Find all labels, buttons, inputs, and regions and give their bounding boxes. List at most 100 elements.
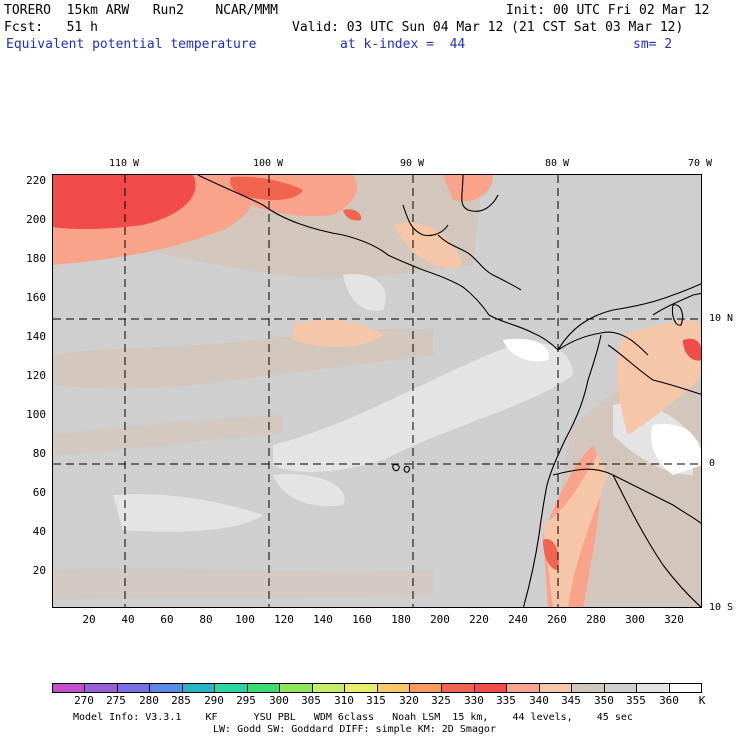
colorbar-segment — [53, 684, 86, 692]
y-tick-100: 100 — [26, 408, 46, 421]
field-355-band-sw — [113, 494, 263, 532]
cb-label-275: 275 — [106, 694, 126, 707]
colorbar-segment — [377, 684, 410, 692]
x-tick-80: 80 — [199, 613, 213, 626]
colorbar-segment — [280, 684, 313, 692]
lat-label-10s: 10 S — [709, 602, 734, 613]
cb-label-335: 335 — [496, 694, 516, 707]
x-tick-120: 120 — [274, 613, 294, 626]
colorbar-segment — [215, 684, 248, 692]
x-tick-20: 20 — [82, 613, 96, 626]
colorbar-segment — [442, 684, 475, 692]
theta-e-field-map — [53, 175, 701, 607]
lon-label-80w: 80 W — [544, 158, 570, 169]
field-level: at k-index = 44 — [340, 37, 466, 52]
x-tick-220: 220 — [469, 613, 489, 626]
x-tick-160: 160 — [352, 613, 372, 626]
border-venezuela — [652, 292, 701, 316]
field-340-region-colombia — [617, 320, 701, 435]
border-ecuador-peru — [552, 468, 701, 524]
field-330-core-mexico — [230, 176, 303, 201]
colorbar-segment — [572, 684, 605, 692]
cb-label-305: 305 — [301, 694, 321, 707]
y-tick-160: 160 — [26, 291, 46, 304]
cb-label-285: 285 — [171, 694, 191, 707]
border-mexico-guatemala — [402, 204, 449, 237]
lat-label-10n: 10 N — [709, 313, 734, 324]
field-355-band-central — [273, 342, 573, 472]
field-355-band-south — [273, 474, 345, 507]
field-345-strip-bottom — [53, 568, 433, 600]
field-345-band-sw — [53, 415, 283, 455]
y-tick-120: 120 — [26, 369, 46, 382]
field-330-patch-andes — [543, 539, 559, 570]
cb-label-300: 300 — [269, 694, 289, 707]
header-valid-time: Valid: 03 UTC Sun 04 Mar 12 (21 CST Sat … — [292, 20, 684, 35]
graticule — [53, 175, 701, 607]
cb-label-350: 350 — [594, 694, 614, 707]
cb-label-290: 290 — [204, 694, 224, 707]
lon-label-70w: 70 W — [687, 158, 713, 169]
footer-physics-info: LW: Godd SW: Goddard DIFF: simple KM: 2D… — [213, 724, 496, 735]
y-tick-220: 220 — [26, 174, 46, 187]
coast-yucatan — [461, 175, 499, 212]
cb-label-340: 340 — [529, 694, 549, 707]
cb-label-270: 270 — [74, 694, 94, 707]
colorbar-segment — [85, 684, 118, 692]
border-central-america — [437, 234, 522, 291]
coast-central-america — [422, 269, 559, 351]
colorbar-segment — [409, 684, 443, 692]
field-340-patch-central-am — [393, 222, 463, 269]
colorbar-segment — [669, 684, 702, 692]
field-smoothing: sm= 2 — [633, 37, 673, 52]
x-tick-180: 180 — [391, 613, 411, 626]
coast-panama — [557, 331, 649, 356]
colorbar — [52, 683, 702, 693]
colorbar-segment — [150, 684, 183, 692]
header-title: TORERO 15km ARW Run2 NCAR/MMM — [4, 3, 278, 18]
y-tick-20: 20 — [32, 564, 46, 577]
border-peru-brazil — [612, 474, 701, 607]
galapagos-islands — [392, 463, 410, 473]
header-forecast-hour: Fcst: 51 h — [4, 20, 98, 35]
colorbar-segment — [345, 684, 378, 692]
field-330-patch-central-am — [343, 209, 362, 221]
y-tick-200: 200 — [26, 213, 46, 226]
y-tick-80: 80 — [32, 447, 46, 460]
field-360-patch-east — [651, 424, 701, 475]
map-panel — [52, 174, 702, 608]
coast-mexico — [197, 175, 424, 271]
x-tick-280: 280 — [586, 613, 606, 626]
field-355-band-ne — [343, 274, 386, 311]
lat-label-0: 0 — [709, 458, 716, 469]
field-340-region-peru — [543, 455, 608, 607]
x-tick-260: 260 — [547, 613, 567, 626]
coastlines — [197, 175, 701, 607]
header-init-time: Init: 00 UTC Fri 02 Mar 12 — [506, 3, 710, 18]
colorbar-segment — [312, 684, 346, 692]
field-330-patch-ven — [683, 338, 701, 361]
coast-colombia-pacific — [522, 334, 602, 607]
colorbar-segment — [117, 684, 151, 692]
cb-label-345: 345 — [561, 694, 581, 707]
x-tick-320: 320 — [664, 613, 684, 626]
cb-label-355: 355 — [626, 694, 646, 707]
cb-label-310: 310 — [334, 694, 354, 707]
cb-label-320: 320 — [399, 694, 419, 707]
y-tick-180: 180 — [26, 252, 46, 265]
footer-model-info: Model Info: V3.3.1 KF YSU PBL WDM 6class… — [73, 712, 633, 723]
colorbar-segment — [637, 684, 670, 692]
colorbar-segment — [182, 684, 216, 692]
field-360-patch-central — [503, 338, 549, 362]
cb-label-325: 325 — [431, 694, 451, 707]
field-name: Equivalent potential temperature — [6, 37, 257, 52]
border-colombia — [607, 344, 701, 395]
y-tick-140: 140 — [26, 330, 46, 343]
x-tick-200: 200 — [430, 613, 450, 626]
x-tick-240: 240 — [508, 613, 528, 626]
colorbar-segment — [604, 684, 638, 692]
colorbar-segment — [474, 684, 508, 692]
cb-label-295: 295 — [236, 694, 256, 707]
lake-maracaibo — [671, 304, 684, 326]
field-340-patch-gulf — [443, 175, 493, 202]
